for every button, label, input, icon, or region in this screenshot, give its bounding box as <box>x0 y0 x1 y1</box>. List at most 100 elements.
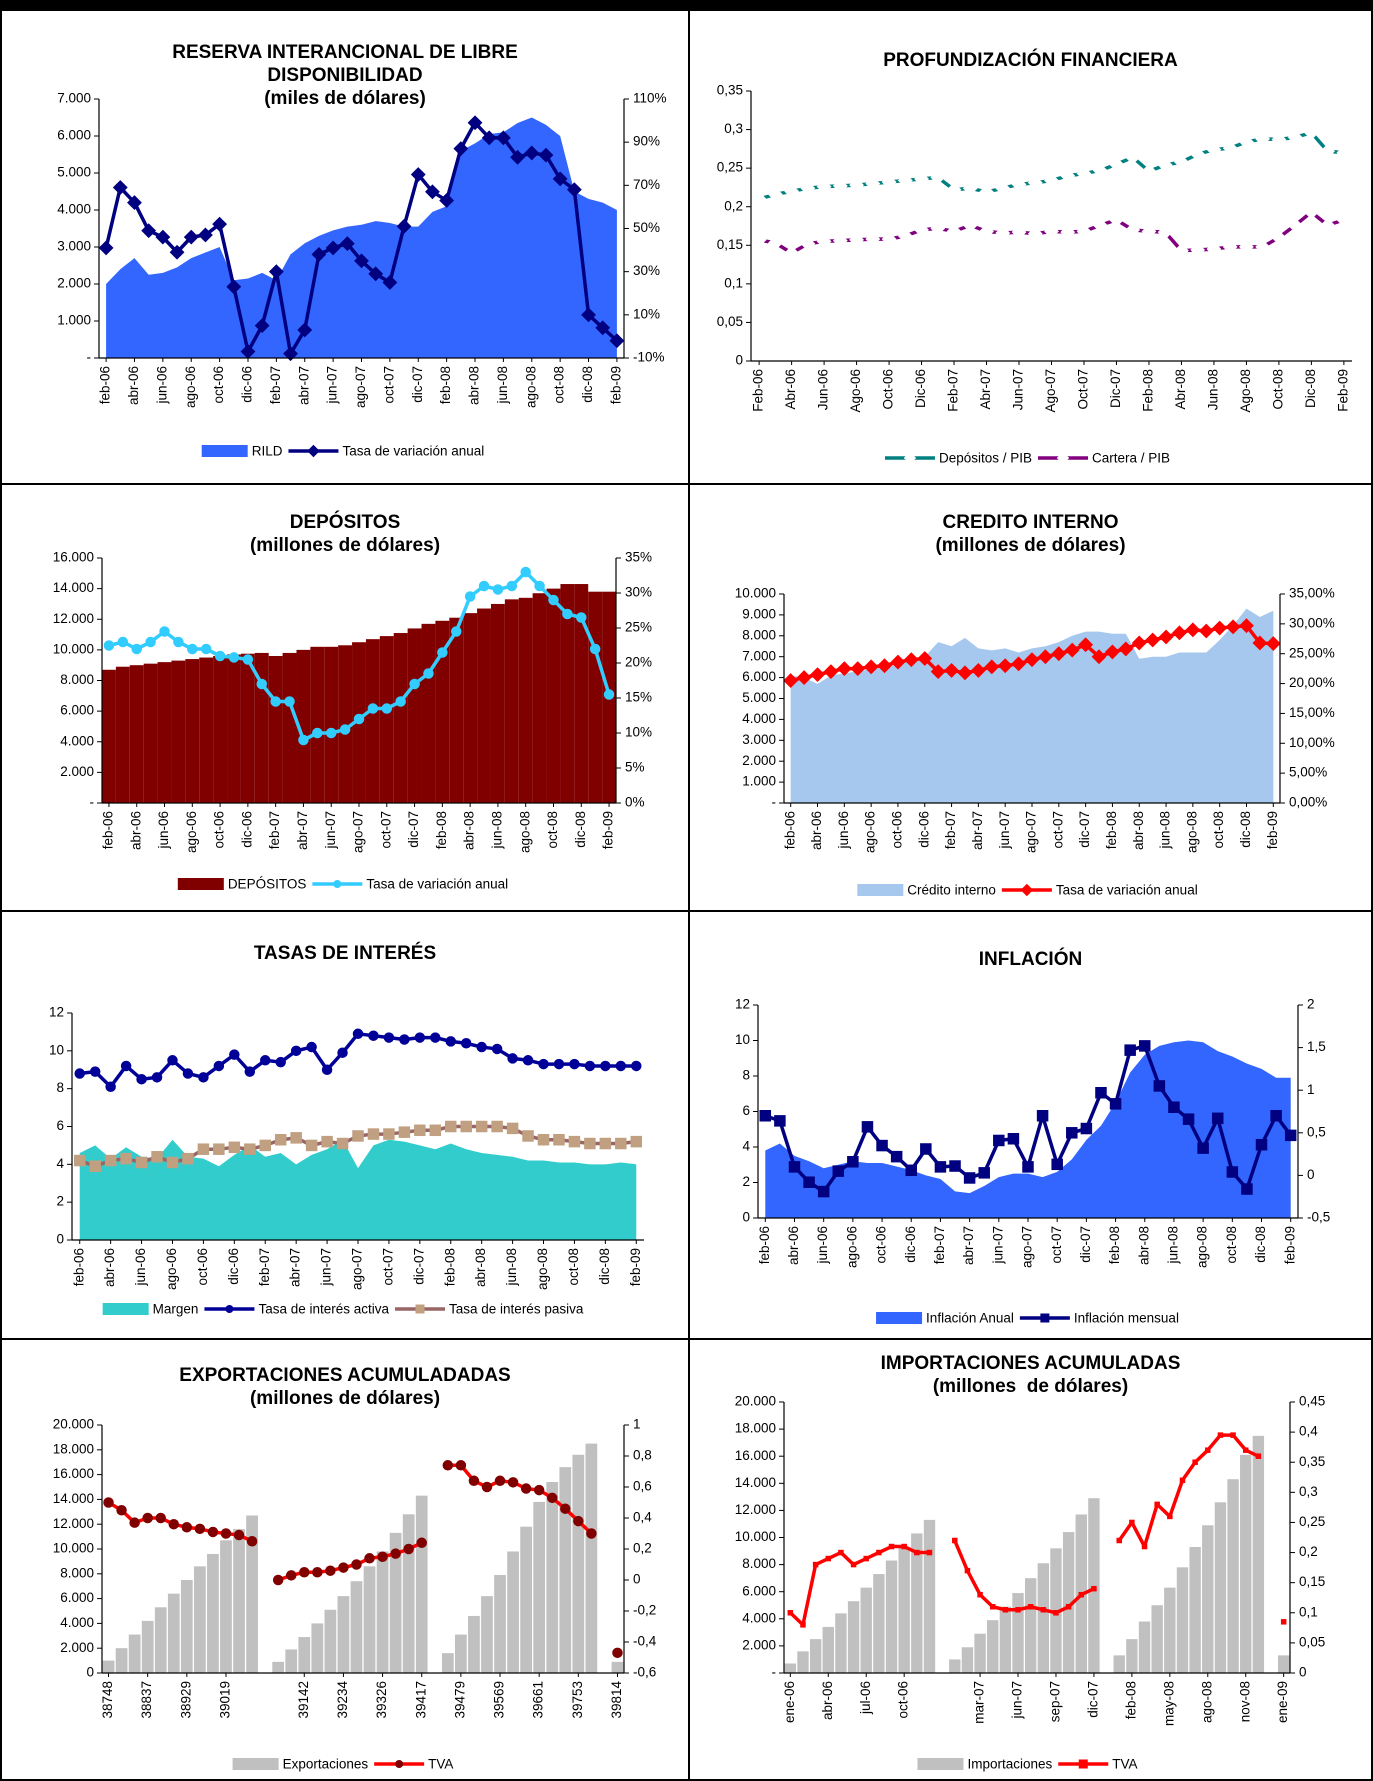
x-tick-label: 39479 <box>452 1681 467 1719</box>
x-tick-label: oct-06 <box>211 366 226 404</box>
marker <box>877 658 892 674</box>
marker <box>926 1549 933 1556</box>
x-tick-label: abr-07 <box>295 811 310 850</box>
marker <box>403 1543 414 1555</box>
x-tick-label: 39234 <box>335 1681 350 1719</box>
y-tick-label: 6.000 <box>742 669 776 684</box>
bar <box>324 1609 337 1673</box>
marker <box>901 1543 907 1550</box>
marker <box>410 167 426 182</box>
marker <box>429 1124 442 1137</box>
marker <box>897 173 913 188</box>
marker <box>881 174 897 190</box>
marker <box>1105 644 1120 660</box>
marker <box>1124 1044 1136 1056</box>
bar <box>324 646 339 803</box>
x-tick-label: ago-06 <box>844 1226 859 1268</box>
marker <box>399 1034 410 1045</box>
marker <box>1092 163 1108 178</box>
chart: 0 2 4 6 8 10 12 feb-06 abr-06 jun-06 ago-06 oct-06 d… <box>49 1005 644 1317</box>
x-tick-label: ago-08 <box>1199 1681 1214 1723</box>
x-tick-label: jun-07 <box>325 366 340 405</box>
marker <box>600 1060 611 1072</box>
x-tick-label: jun-06 <box>154 366 169 405</box>
x-tick-label: ago-07 <box>350 1248 365 1290</box>
marker <box>989 1604 996 1610</box>
marker <box>305 1139 318 1152</box>
marker <box>784 183 800 199</box>
y2-tick-label: 1 <box>1307 1082 1315 1097</box>
marker <box>1174 154 1189 170</box>
y2-tick-label: 90% <box>633 134 660 149</box>
marker <box>396 218 412 234</box>
x-tick-label: feb-08 <box>438 366 453 404</box>
marker <box>599 1137 612 1150</box>
marker <box>274 1133 287 1146</box>
bar <box>402 1514 415 1673</box>
x-tick-label: feb-06 <box>782 811 797 849</box>
marker <box>228 652 240 663</box>
x-tick-label: feb-08 <box>434 811 449 849</box>
y-tick-label: 0,1 <box>724 275 743 290</box>
legend-label: Tasa de variación anual <box>366 877 508 892</box>
chart-title: RESERVA INTERANCIONAL DE LIBRE DISPONIBI… <box>172 42 518 86</box>
y2-tick-label: 0,2 <box>633 1541 652 1556</box>
bar <box>533 1501 546 1673</box>
y-tick-label: 9.000 <box>742 606 776 621</box>
y2-tick-label: 20% <box>625 655 652 670</box>
marker <box>481 130 497 146</box>
marker <box>437 647 448 658</box>
x-tick-label: abr-07 <box>288 1248 303 1287</box>
marker <box>897 228 913 244</box>
x-tick-label: ene-09 <box>1275 1681 1290 1723</box>
x-tick-label: oct-06 <box>195 1248 210 1286</box>
marker <box>1154 1501 1160 1508</box>
marker <box>1080 1122 1093 1135</box>
y2-tick-label: -0,4 <box>633 1634 657 1649</box>
marker <box>1336 212 1352 228</box>
x-tick-label: oct-08 <box>1211 811 1226 849</box>
x-tick-label: jun-07 <box>990 1226 1005 1265</box>
bar <box>1189 1546 1201 1673</box>
y2-tick-label: 2 <box>1307 997 1315 1012</box>
x-tick-label: oct-07 <box>1049 1226 1064 1264</box>
marker <box>800 236 816 252</box>
top-bar <box>0 0 1373 11</box>
marker <box>167 1055 178 1066</box>
bar <box>809 1639 822 1673</box>
y-tick-label: 0,25 <box>717 160 743 175</box>
x-tick-label: Oct-06 <box>881 369 896 410</box>
y-tick-label: 4.000 <box>57 202 91 217</box>
marker <box>445 1036 457 1047</box>
marker <box>129 1517 140 1528</box>
y-tick-label: 12 <box>49 1005 64 1020</box>
marker <box>553 1058 565 1070</box>
x-tick-label: 38837 <box>139 1681 154 1719</box>
x-tick-label: Dic-07 <box>1108 369 1123 408</box>
marker <box>181 1522 193 1533</box>
marker <box>609 333 625 349</box>
y-tick-label: 10 <box>49 1042 64 1057</box>
x-tick-label: ago-07 <box>1020 1226 1035 1268</box>
bar <box>171 660 186 803</box>
bar <box>1037 1563 1050 1673</box>
y2-tick-label: 10,00% <box>1289 735 1335 750</box>
y-tick-label: 0,35 <box>717 83 743 98</box>
legend-label: Tasa de interés activa <box>258 1302 389 1317</box>
marker <box>1044 173 1059 188</box>
y-tick-label: 6.000 <box>60 703 94 718</box>
marker <box>1206 241 1222 257</box>
marker <box>491 1120 503 1133</box>
y-tick-label: 0,05 <box>717 314 743 329</box>
x-tick-label: dic-07 <box>1085 1681 1100 1718</box>
marker <box>552 171 568 187</box>
bar <box>128 1634 141 1673</box>
marker <box>1217 1432 1224 1438</box>
bar <box>449 617 464 803</box>
y-tick-label: - <box>772 795 777 810</box>
marker <box>1320 217 1336 233</box>
y2-tick-label: 0,35 <box>1299 1454 1325 1469</box>
marker <box>1116 1537 1122 1544</box>
x-tick-label: oct-08 <box>1224 1226 1239 1264</box>
marker <box>151 1072 163 1083</box>
